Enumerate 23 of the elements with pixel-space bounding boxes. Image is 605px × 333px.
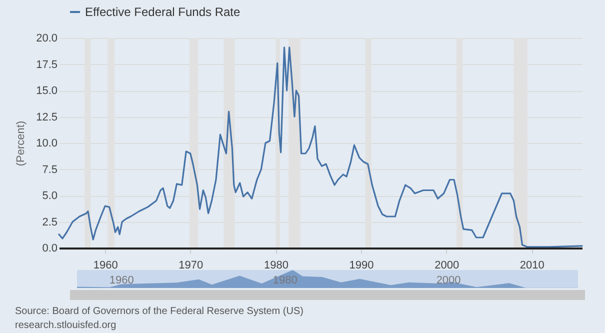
y-tick-label: 10.0 bbox=[36, 138, 58, 150]
x-tick-label: 1960 bbox=[93, 260, 118, 272]
y-tick-label: 15.0 bbox=[36, 85, 58, 97]
y-tick-label: 2.5 bbox=[42, 216, 58, 228]
x-tick-label: 1970 bbox=[178, 260, 204, 272]
legend-label: Effective Federal Funds Rate bbox=[85, 5, 241, 19]
x-tick-label: 1990 bbox=[349, 260, 374, 272]
y-tick-label: 17.5 bbox=[36, 58, 58, 71]
x-tick-label: 2010 bbox=[520, 260, 544, 272]
line-series bbox=[58, 46, 583, 248]
y-tick-label: 7.5 bbox=[42, 164, 58, 176]
y-tick-label: 5.0 bbox=[42, 190, 58, 202]
x-tick-label: 2000 bbox=[436, 274, 461, 286]
y-tick-label: 0.0 bbox=[42, 242, 58, 254]
text: research.stlouisfed.org bbox=[15, 320, 116, 331]
x-tick-label: 1960 bbox=[109, 274, 134, 286]
y-axis-title: (Percent) bbox=[15, 120, 28, 166]
y-tick-label: 12.5 bbox=[36, 111, 58, 124]
x-tick-label: 1980 bbox=[264, 260, 288, 272]
y-tick-label: 20.0 bbox=[36, 32, 58, 44]
source-note: Source: Board of Governors of the Federal Reserve System (US) bbox=[15, 306, 304, 317]
x-tick-label: 2000 bbox=[434, 260, 460, 272]
x-tick-label: 1980 bbox=[272, 274, 298, 286]
